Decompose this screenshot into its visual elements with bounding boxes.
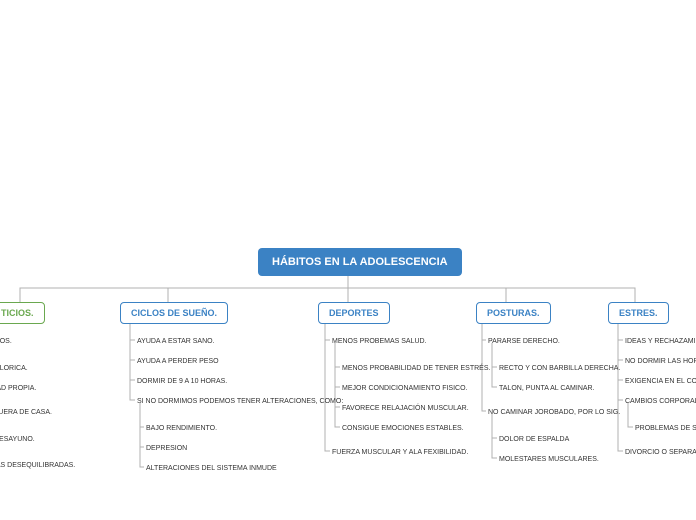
root-node: HÁBITOS EN LA ADOLESCENCIA bbox=[258, 248, 462, 276]
leaf-25: IDEAS Y RECHAZAMIENTO bbox=[625, 338, 696, 345]
leaf-16: FAVORECE RELAJACIÓN MUSCULAR. bbox=[342, 405, 469, 412]
leaf-23: DOLOR DE ESPALDA bbox=[499, 436, 569, 443]
leaf-3: FUERA DE CASA. bbox=[0, 409, 52, 416]
branch-node-4: ESTRES. bbox=[608, 302, 669, 324]
leaf-14: MENOS PROBABILIDAD DE TENER ESTRÉS. bbox=[342, 365, 490, 372]
leaf-30: DIVORCIO O SEPARACIO bbox=[625, 449, 696, 456]
branch-node-2: DEPORTES bbox=[318, 302, 390, 324]
leaf-19: PARARSE DERECHO. bbox=[488, 338, 560, 345]
leaf-2: NTIDAD PROPIA. bbox=[0, 385, 36, 392]
leaf-15: MEJOR CONDICIONAMIENTO FISICO. bbox=[342, 385, 468, 392]
leaf-1: CALORICA. bbox=[0, 365, 28, 372]
leaf-22: NO CAMINAR JOROBADO, POR LO SIG. bbox=[488, 409, 620, 416]
branch-node-1: CICLOS DE SUEÑO. bbox=[120, 302, 228, 324]
leaf-10: BAJO RENDIMIENTO. bbox=[146, 425, 217, 432]
leaf-8: DORMIR DE 9 A 10 HORAS. bbox=[137, 378, 227, 385]
leaf-17: CONSIGUE EMOCIONES ESTABLES. bbox=[342, 425, 464, 432]
leaf-5: DE SEGUIR DIETAS DESEQUILIBRADAS. bbox=[0, 462, 75, 469]
leaf-13: MENOS PROBEMAS SALUD. bbox=[332, 338, 427, 345]
leaf-4: DESAYUNO. bbox=[0, 436, 35, 443]
branch-node-3: POSTURAS. bbox=[476, 302, 551, 324]
leaf-7: AYUDA A PERDER PESO bbox=[137, 358, 219, 365]
leaf-28: CAMBIOS CORPORALES. bbox=[625, 398, 696, 405]
leaf-12: ALTERACIONES DEL SISTEMA INMUDE bbox=[146, 465, 277, 472]
leaf-6: AYUDA A ESTAR SANO. bbox=[137, 338, 215, 345]
leaf-26: NO DORMIR LAS HORAS A bbox=[625, 358, 696, 365]
leaf-0: MENTOS. bbox=[0, 338, 12, 345]
branch-node-0: TICIOS. bbox=[0, 302, 45, 324]
leaf-21: TALON, PUNTA AL CAMINAR. bbox=[499, 385, 595, 392]
leaf-9: SI NO DORMIMOS PODEMOS TENER ALTERACIONE… bbox=[137, 398, 343, 405]
leaf-11: DEPRESION bbox=[146, 445, 187, 452]
leaf-24: MOLESTARES MUSCULARES. bbox=[499, 456, 599, 463]
leaf-18: FUERZA MUSCULAR Y ALA FEXIBILIDAD. bbox=[332, 449, 468, 456]
leaf-27: EXIGENCIA EN EL COLEG bbox=[625, 378, 696, 385]
leaf-29: PROBLEMAS DE SALU bbox=[635, 425, 696, 432]
leaf-20: RECTO Y CON BARBILLA DERECHA. bbox=[499, 365, 620, 372]
